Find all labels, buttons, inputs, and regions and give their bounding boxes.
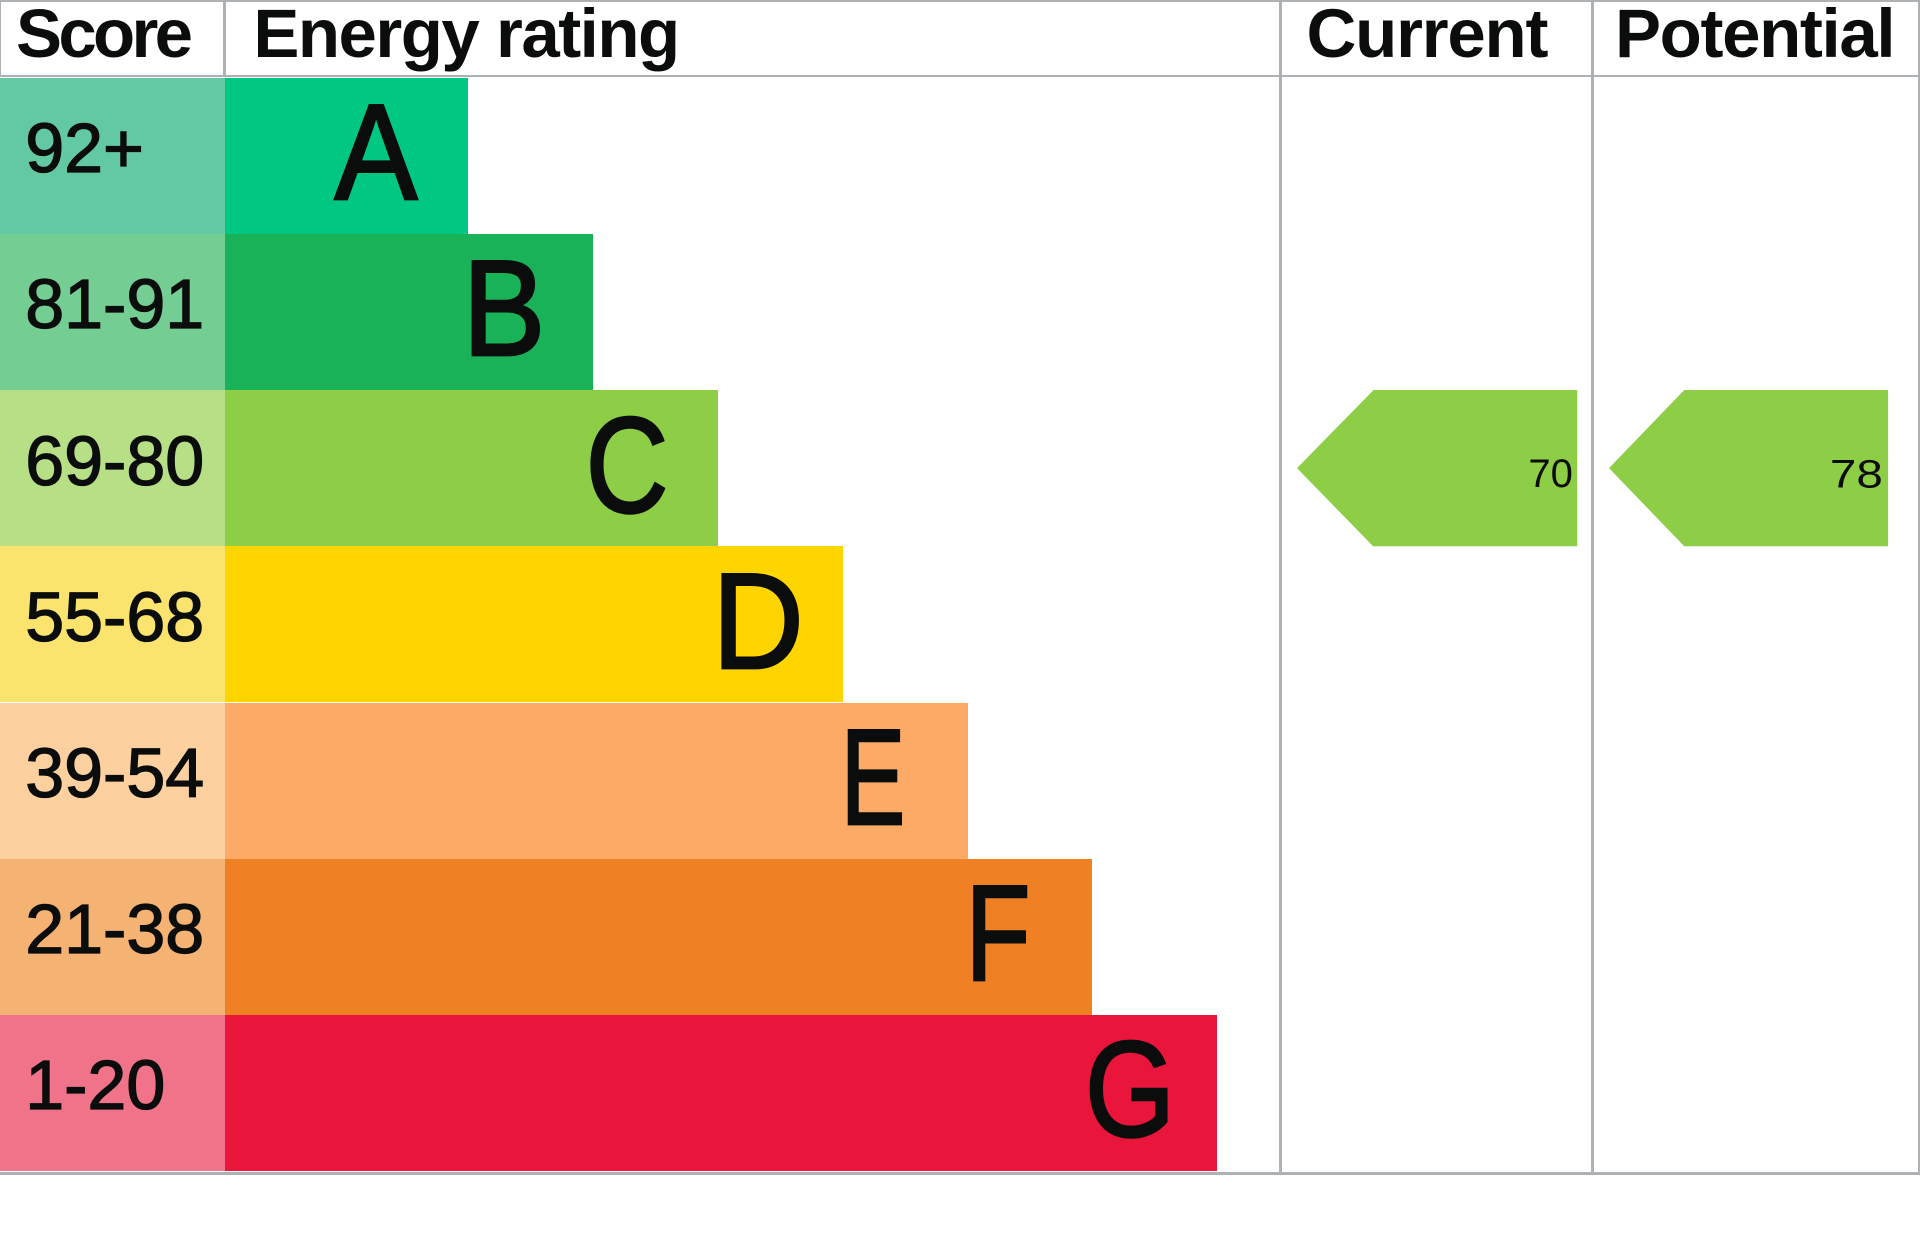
svg-text:78: 78 [1830, 452, 1883, 496]
svg-text:70: 70 [1528, 452, 1573, 496]
